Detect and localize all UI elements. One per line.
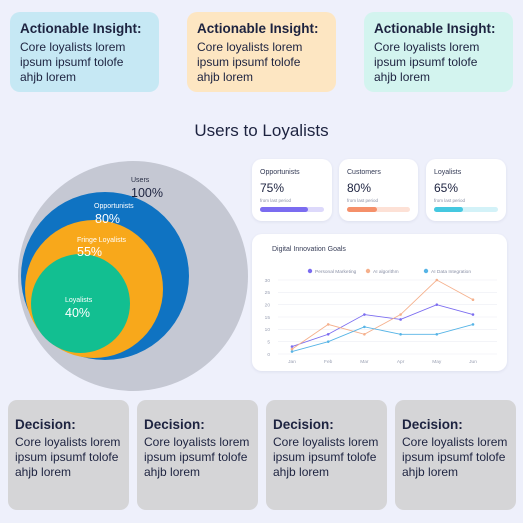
x-tick-label: Apr — [397, 359, 405, 365]
decision-title: Decision: — [402, 417, 463, 432]
insight-card-1: Actionable Insight: Core loyalists lorem… — [10, 12, 159, 92]
decision-text: Core loyalists lorem ipsum ipsumf tolofe… — [144, 435, 250, 479]
progress-track — [347, 207, 410, 212]
stat-name: Opportunists — [260, 169, 300, 176]
stat-value: 80% — [347, 181, 372, 195]
x-tick-label: Feb — [324, 359, 333, 365]
stat-card-customers: Customers 80% from last period — [339, 159, 418, 221]
data-point — [399, 318, 402, 321]
legend-marker — [365, 268, 371, 274]
y-tick-label: 0 — [267, 352, 270, 358]
progress-fill — [260, 207, 308, 212]
stat-subtext: from last period — [347, 198, 379, 203]
data-point — [471, 323, 475, 326]
decision-card-3: Decision: Core loyalists lorem ipsum ips… — [266, 400, 387, 510]
opportunists-label: Opportunists — [94, 203, 134, 210]
stat-name: Customers — [347, 169, 381, 176]
page-title: Users to Loyalists — [194, 121, 329, 140]
data-point — [435, 332, 439, 336]
decision-text: Core loyalists lorem ipsum ipsumf tolofe… — [273, 435, 379, 479]
data-point — [471, 313, 475, 316]
stat-subtext: from last period — [434, 198, 466, 203]
legend-label: Personal Marketing — [315, 269, 357, 275]
data-point — [399, 313, 402, 316]
decision-card-2: Decision: Core loyalists lorem ipsum ips… — [137, 400, 258, 510]
decision-card-1: Decision: Core loyalists lorem ipsum ips… — [8, 400, 129, 510]
insight-card-2: Actionable Insight: Core loyalists lorem… — [187, 12, 336, 92]
stat-name: Loyalists — [434, 169, 462, 176]
loyalists-circle — [31, 254, 130, 353]
progress-fill — [434, 207, 464, 212]
data-point — [363, 325, 366, 329]
x-tick-label: Jun — [469, 359, 477, 365]
legend-label: AI Data Integration — [431, 269, 471, 275]
x-tick-label: Jan — [288, 359, 296, 365]
data-point — [435, 303, 439, 306]
digital-innovation-chart-card: Digital Innovation Goals Personal Marketi… — [252, 234, 507, 371]
insight-title: Actionable Insight: — [197, 21, 319, 36]
y-tick-label: 10 — [265, 327, 271, 333]
line-chart: Digital Innovation Goals Personal Marketi… — [265, 246, 497, 365]
series-line — [291, 279, 474, 350]
data-point — [326, 323, 330, 326]
series-line — [291, 323, 474, 352]
decision-text: Core loyalists lorem ipsum ipsumf tolofe… — [402, 435, 508, 479]
insight-text: Core loyalists lorem ipsum ipsumf tolofe… — [374, 40, 480, 84]
decision-title: Decision: — [144, 417, 205, 432]
y-tick-label: 20 — [265, 302, 271, 308]
data-point — [399, 332, 402, 336]
progress-fill — [347, 207, 378, 212]
y-tick-label: 25 — [265, 290, 271, 296]
insight-text: Core loyalists lorem ipsum ipsumf tolofe… — [20, 40, 126, 84]
decision-title: Decision: — [15, 417, 76, 432]
insight-title: Actionable Insight: — [374, 21, 496, 36]
series-line — [291, 304, 474, 348]
data-point — [471, 298, 475, 302]
data-point — [290, 345, 294, 348]
loyalists-label: Loyalists — [65, 297, 93, 304]
fringe-loyalists-value: 55% — [77, 245, 103, 259]
progress-track — [260, 207, 324, 212]
insight-title: Actionable Insight: — [20, 21, 142, 36]
legend-marker — [423, 268, 429, 274]
fringe-loyalists-label: Fringe Loyalists — [77, 237, 127, 244]
y-tick-label: 5 — [267, 339, 270, 345]
insight-text: Core loyalists lorem ipsum ipsumf tolofe… — [197, 40, 303, 84]
users-value: 100% — [131, 186, 163, 200]
data-point — [290, 350, 294, 353]
chart-title: Digital Innovation Goals — [272, 246, 346, 253]
data-point — [363, 332, 366, 336]
data-point — [290, 347, 294, 351]
legend-marker — [307, 268, 313, 274]
data-point — [435, 278, 439, 282]
stat-subtext: from last period — [260, 198, 292, 203]
opportunists-value: 80% — [95, 212, 121, 226]
x-tick-label: May — [432, 359, 442, 365]
decision-title: Decision: — [273, 417, 334, 432]
loyalists-value: 40% — [65, 306, 91, 320]
data-point — [363, 313, 366, 316]
y-tick-label: 30 — [265, 278, 271, 284]
x-tick-label: Mar — [360, 359, 369, 365]
loyalty-funnel-circles: Users 100% Opportunists 80% Fringe Loyal… — [18, 161, 248, 391]
data-point — [326, 332, 330, 336]
legend-label: AI algorithm — [373, 269, 399, 275]
decision-text: Core loyalists lorem ipsum ipsumf tolofe… — [15, 435, 121, 479]
users-label: Users — [131, 177, 150, 184]
y-tick-label: 15 — [265, 315, 271, 321]
stat-value: 65% — [434, 181, 459, 195]
insight-card-3: Actionable Insight: Core loyalists lorem… — [364, 12, 513, 92]
stat-card-opportunists: Opportunists 75% from last period — [252, 159, 332, 221]
data-point — [326, 340, 330, 343]
stat-card-loyalists: Loyalists 65% from last period — [426, 159, 506, 221]
decision-card-4: Decision: Core loyalists lorem ipsum ips… — [395, 400, 516, 510]
stat-value: 75% — [260, 181, 285, 195]
progress-track — [434, 207, 498, 212]
